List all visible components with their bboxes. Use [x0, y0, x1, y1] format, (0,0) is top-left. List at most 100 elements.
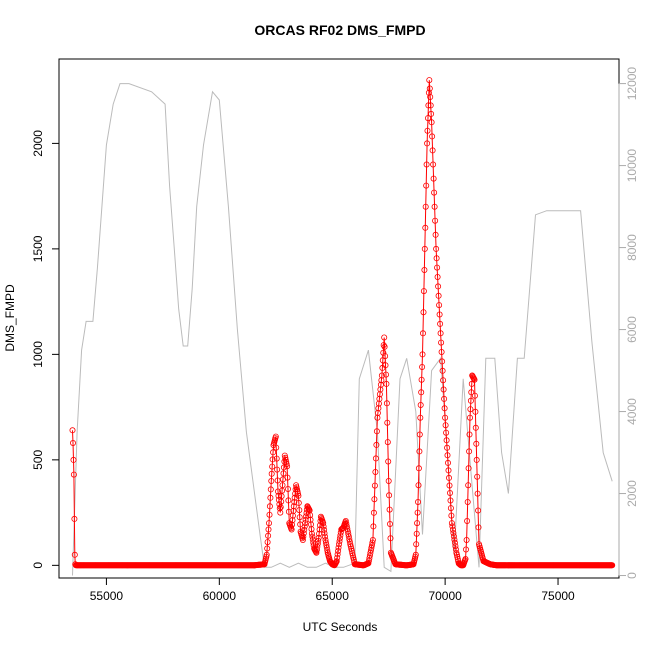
- red-series-line: [72, 80, 613, 566]
- red-series-point: [273, 444, 280, 451]
- red-series-point: [423, 182, 430, 189]
- red-series-point: [386, 521, 393, 528]
- red-series-point: [314, 540, 321, 547]
- red-series-point: [384, 439, 391, 446]
- y2-tick-label: 10000: [625, 149, 639, 183]
- red-series-point: [439, 358, 446, 365]
- red-series-point: [414, 520, 421, 527]
- red-series-point: [264, 539, 271, 546]
- red-series-point: [288, 521, 295, 528]
- red-series-point: [308, 530, 315, 537]
- red-series-point: [387, 535, 394, 542]
- red-series-point: [272, 433, 279, 440]
- red-series-point: [382, 353, 389, 360]
- red-series-point: [443, 437, 450, 444]
- y2-tick-label: 0: [625, 572, 639, 579]
- red-series-point: [382, 362, 389, 369]
- red-series-point: [321, 530, 328, 537]
- red-series-point: [315, 534, 322, 541]
- red-series-point: [442, 422, 449, 429]
- red-series-point: [313, 546, 320, 553]
- red-series-point: [435, 283, 442, 290]
- red-series-point: [385, 458, 392, 465]
- red-series-point: [421, 266, 428, 273]
- red-series-point: [422, 224, 429, 231]
- red-series-point: [321, 533, 328, 540]
- red-series-point: [71, 551, 78, 558]
- red-series-point: [324, 547, 331, 554]
- red-series-point: [378, 372, 385, 379]
- red-series-point: [471, 376, 478, 383]
- red-series-point: [474, 473, 481, 480]
- x-tick-label: 55000: [90, 589, 124, 603]
- red-series-point: [445, 467, 452, 474]
- red-series-point: [316, 526, 323, 533]
- y-axis-left: 0 500 1000 1500 2000: [31, 130, 60, 569]
- red-series-point: [350, 554, 357, 561]
- red-series-point: [431, 189, 438, 196]
- red-series-point: [427, 94, 434, 101]
- red-series-point: [436, 311, 443, 318]
- plot-frame: [58, 58, 620, 579]
- red-series-point: [451, 536, 458, 543]
- y-tick-label: 1000: [31, 341, 45, 368]
- red-series-point: [465, 482, 472, 489]
- red-series-point: [467, 406, 474, 413]
- y2-tick-label: 2000: [625, 480, 639, 507]
- red-series-point: [450, 530, 457, 537]
- red-series-point: [422, 203, 429, 210]
- red-series-point: [434, 264, 441, 271]
- red-series-point: [265, 532, 272, 539]
- y-tick-label: 0: [31, 562, 45, 569]
- red-series-point: [444, 459, 451, 466]
- red-series-point: [452, 543, 459, 550]
- red-series-point: [373, 441, 380, 448]
- red-series-point: [284, 474, 291, 481]
- red-series-point: [447, 497, 454, 504]
- red-series-point: [471, 392, 478, 399]
- red-series-point: [419, 351, 426, 358]
- red-series-point: [374, 409, 381, 416]
- red-series-point: [475, 524, 482, 531]
- red-series-point: [279, 482, 286, 489]
- red-series-point: [309, 533, 316, 540]
- red-series-point: [296, 514, 303, 521]
- red-series-point: [381, 343, 388, 350]
- red-series-point: [294, 488, 301, 495]
- red-series-point: [370, 509, 377, 516]
- red-series-point: [423, 161, 430, 168]
- red-series-point: [274, 466, 281, 473]
- red-series-point: [295, 492, 302, 499]
- red-series-point: [347, 543, 354, 550]
- red-series-point: [453, 551, 460, 558]
- red-series-point: [348, 547, 355, 554]
- red-series-point: [376, 395, 383, 402]
- red-series-point: [376, 391, 383, 398]
- red-series-point: [437, 330, 444, 337]
- red-series-point: [475, 507, 482, 514]
- red-series-point: [377, 381, 384, 388]
- red-series-point: [300, 530, 307, 537]
- red-series-point: [473, 440, 480, 447]
- y2-tick-label: 6000: [625, 316, 639, 343]
- red-series-point: [371, 496, 378, 503]
- red-series-point: [448, 512, 455, 519]
- red-series-point: [284, 485, 291, 492]
- red-series-point: [299, 537, 306, 544]
- y-tick-label: 1500: [31, 235, 45, 262]
- red-series-point: [418, 376, 425, 383]
- red-series-point: [441, 395, 448, 402]
- red-series-point: [320, 520, 327, 527]
- red-series-point: [293, 482, 300, 489]
- red-series-point: [320, 523, 327, 530]
- red-series-point: [430, 161, 437, 168]
- red-series-point: [284, 463, 291, 470]
- red-series-point: [440, 377, 447, 384]
- red-series-point: [335, 541, 342, 548]
- red-series-point: [290, 503, 297, 510]
- red-series-point: [420, 288, 427, 295]
- red-series-point: [472, 408, 479, 415]
- red-series-point: [369, 539, 376, 546]
- red-series-point: [309, 536, 316, 543]
- red-series-point: [285, 497, 292, 504]
